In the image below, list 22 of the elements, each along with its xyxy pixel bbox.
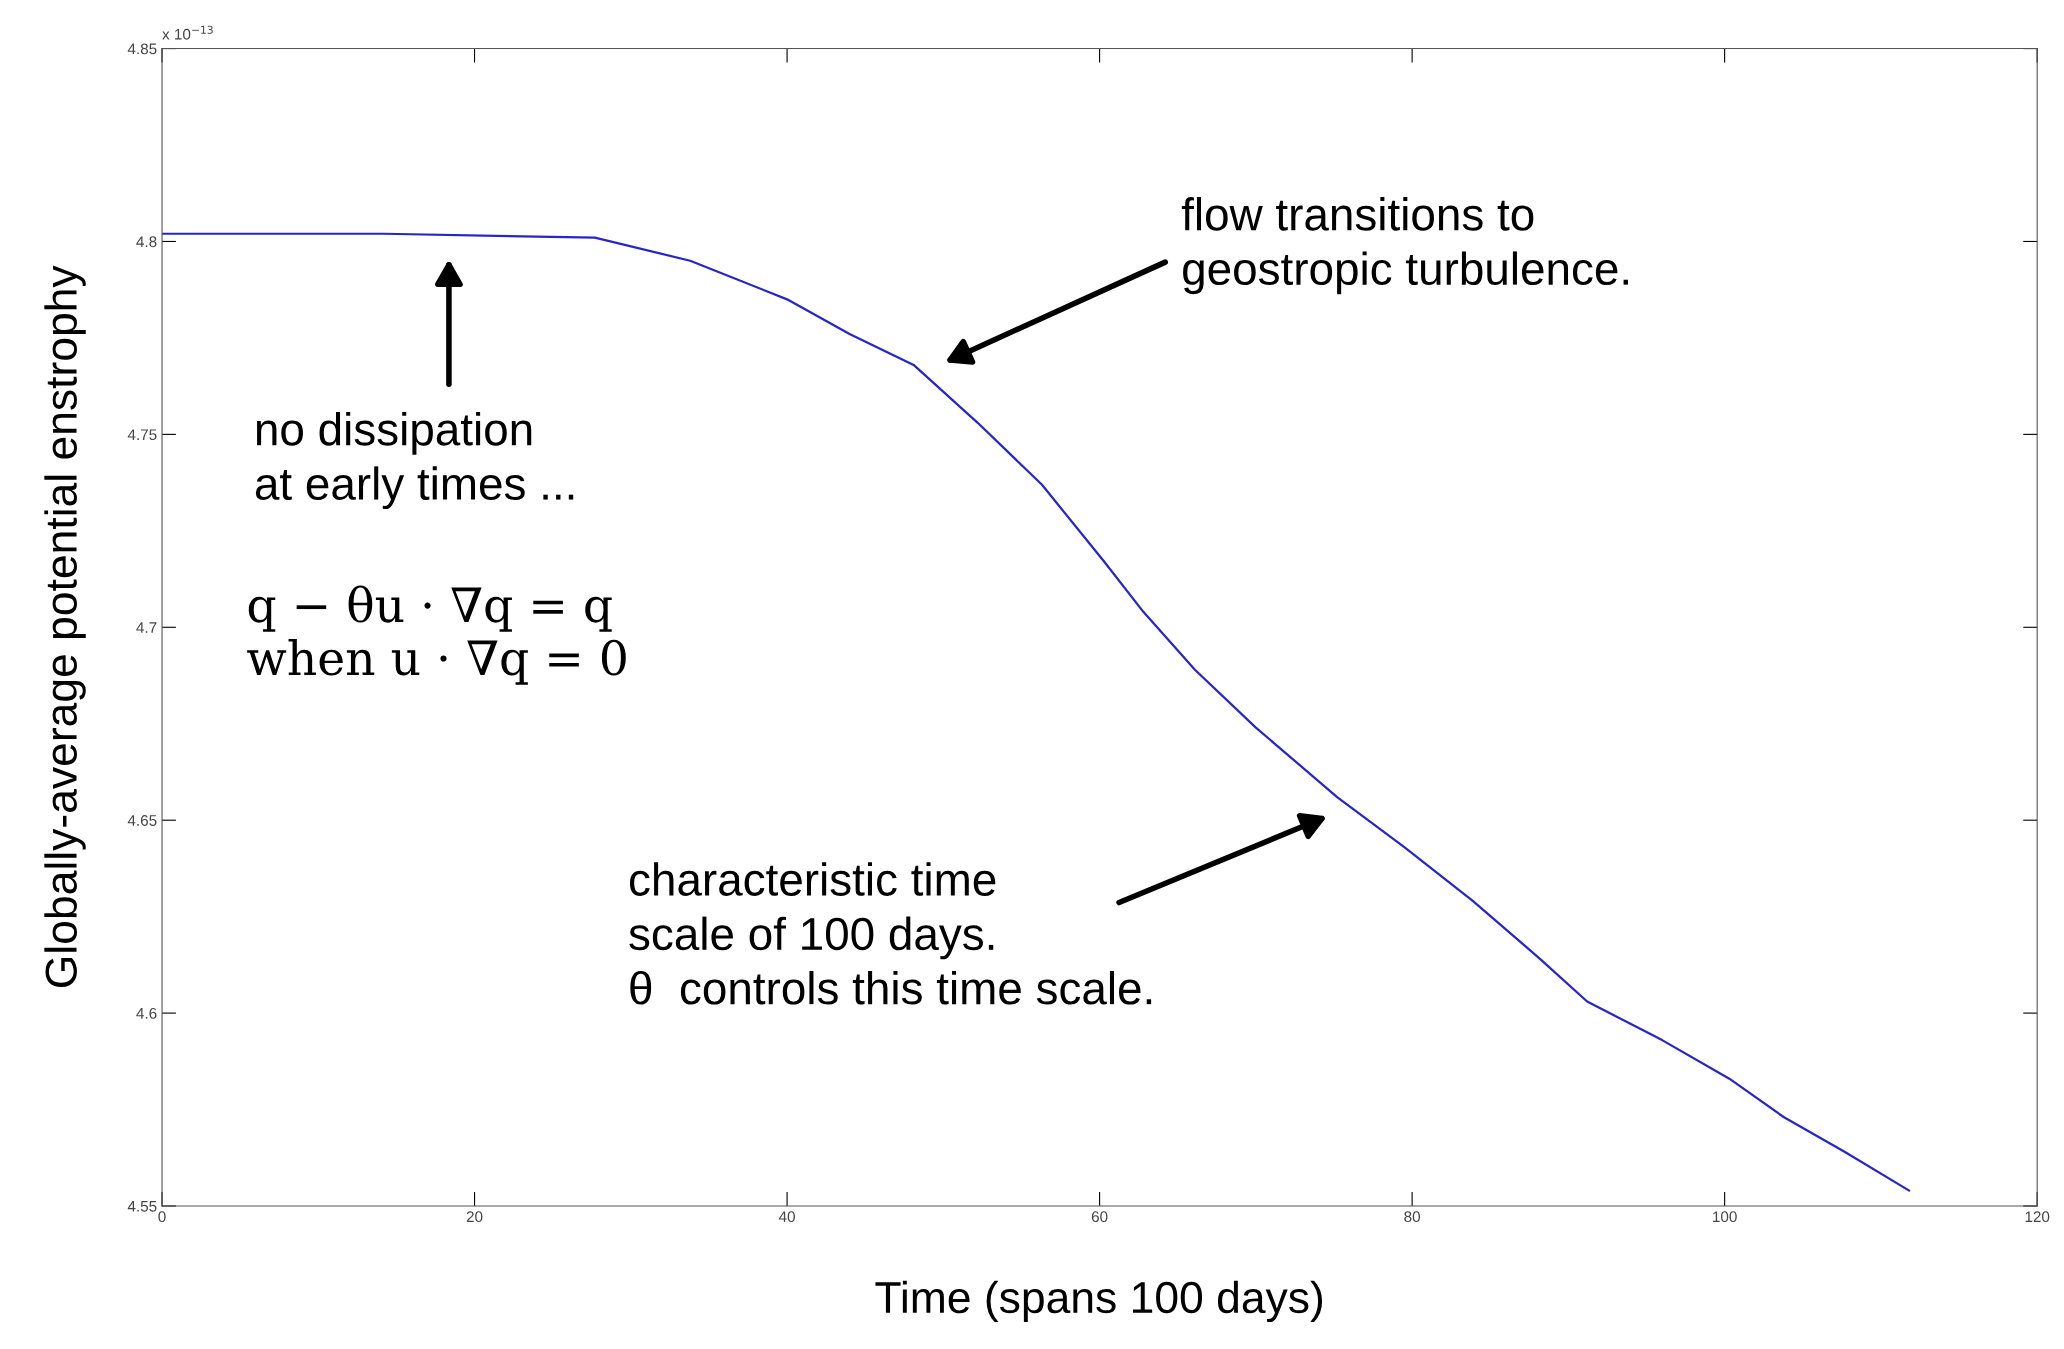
x-tick-label: 120 xyxy=(2025,1211,2050,1223)
x-tick-label: 20 xyxy=(466,1211,483,1223)
y-tick-label: 4.65 xyxy=(127,815,157,826)
x-tick-label: 80 xyxy=(1404,1211,1421,1223)
annotation: characteristic time scale of 100 days. θ controls this time scale. xyxy=(629,862,1152,1005)
x-tick-label: 0 xyxy=(158,1211,166,1223)
x-axis-title: Time (spans 100 days) xyxy=(875,1280,1323,1323)
y-tick-label: 4.55 xyxy=(127,1201,157,1212)
x-tick-label: 40 xyxy=(778,1211,795,1223)
annotation: flow transitions to geostropic turbulence. xyxy=(1181,197,1628,295)
annotation: q − θu · ∇q = q when u · ∇q = 0 xyxy=(247,585,626,685)
line-series xyxy=(162,232,1911,1192)
y-axis-title: Globally-average potential enstrophy xyxy=(44,265,86,987)
text: x 10$^{−13}$ xyxy=(162,25,213,40)
y-tick-label: 4.85 xyxy=(127,43,157,55)
x-tick-label: 100 xyxy=(1713,1211,1737,1223)
x-tick-label: 60 xyxy=(1091,1211,1108,1223)
y-tick-label: 4.6 xyxy=(136,1007,157,1019)
y-tick-label: 4.75 xyxy=(127,429,157,441)
annotation: no dissipation at early times ... xyxy=(255,412,574,510)
y-tick-label: 4.7 xyxy=(136,622,157,633)
y-tick-label: 4.8 xyxy=(136,236,157,248)
